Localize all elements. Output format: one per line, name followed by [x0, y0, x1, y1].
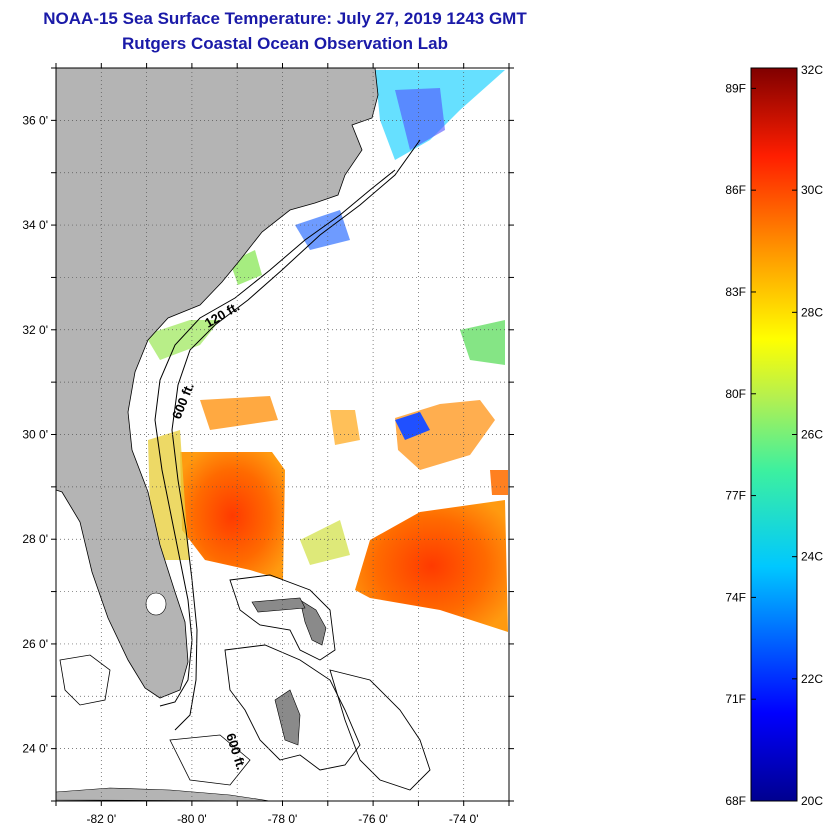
colorbar-celsius-label: 20C [801, 794, 823, 808]
colorbar-fahrenheit-label: 86F [725, 183, 746, 197]
sst-patch [330, 410, 360, 445]
chart-title: NOAA-15 Sea Surface Temperature: July 27… [43, 9, 527, 28]
sst-patch [300, 520, 350, 565]
colorbar-celsius-label: 28C [801, 305, 823, 319]
colorbar-fahrenheit-label: 71F [725, 692, 746, 706]
sst-patch [148, 430, 190, 560]
lon-tick-label: -80 0' [177, 812, 207, 826]
island-abaco [299, 599, 327, 646]
lon-tick-label: -78 0' [268, 812, 298, 826]
sst-patch [460, 320, 505, 365]
colorbar-celsius-label: 26C [801, 428, 823, 442]
lat-tick-label: 28 0' [22, 532, 48, 546]
colorbar-celsius-label: 30C [801, 183, 823, 197]
tick-marks [51, 63, 514, 806]
lat-tick-label: 34 0' [22, 218, 48, 232]
contour-bahamas-south [224, 644, 361, 771]
colorbar-fahrenheit-label: 77F [725, 489, 746, 503]
colorbar-celsius-label: 22C [801, 672, 823, 686]
colorbar-fahrenheit-labels: 89F 86F 83F 80F 77F 74F 71F 68F [725, 81, 756, 808]
colorbar-celsius-label: 32C [801, 63, 823, 77]
colorbar-celsius-label: 24C [801, 550, 823, 564]
lon-tick-label: -82 0' [86, 812, 116, 826]
colorbar-fahrenheit-label: 80F [725, 387, 746, 401]
contour-bahamas-east [329, 669, 431, 791]
colorbar-celsius-labels: 32C 30C 28C 26C 24C 22C 20C [792, 63, 823, 808]
contour-600ft [171, 139, 421, 731]
contour-gulf [59, 654, 111, 706]
contour-florida-straits [169, 734, 251, 786]
sst-patch [395, 88, 445, 150]
contour-bahamas-north [229, 574, 336, 661]
contour-120ft [154, 169, 396, 707]
colorbar-fahrenheit-label: 68F [725, 794, 746, 808]
lat-tick-label: 24 0' [22, 742, 48, 756]
lat-tick-label: 30 0' [22, 428, 48, 442]
lat-tick-label: 36 0' [22, 113, 48, 127]
sst-patch [355, 500, 508, 632]
island-grand-bahama [251, 597, 306, 613]
sst-patch [145, 320, 220, 360]
chart-subtitle: Rutgers Coastal Ocean Observation Lab [122, 34, 448, 53]
colorbar-fahrenheit-label: 83F [725, 285, 746, 299]
land-cuba [56, 787, 271, 801]
sst-patch [395, 412, 430, 440]
lake-okeechobee [145, 592, 167, 616]
sst-patch [295, 210, 350, 250]
lat-tick-labels: 36 0' 34 0' 32 0' 30 0' 28 0' 26 0' 24 0' [22, 113, 48, 755]
lat-tick-label: 32 0' [22, 323, 48, 337]
lon-tick-label: -74 0' [449, 812, 479, 826]
sst-patch [180, 452, 285, 580]
sst-patch [200, 396, 278, 430]
lon-tick-label: -76 0' [358, 812, 388, 826]
land-mainland [56, 68, 379, 699]
colorbar-fahrenheit-label: 89F [725, 81, 746, 95]
colorbar-fahrenheit-label: 74F [725, 590, 746, 604]
lon-tick-labels: -82 0' -80 0' -78 0' -76 0' -74 0' [86, 812, 478, 826]
colorbar [750, 67, 798, 802]
lat-tick-label: 26 0' [22, 637, 48, 651]
island-andros [274, 689, 301, 746]
sst-patch [490, 470, 508, 495]
